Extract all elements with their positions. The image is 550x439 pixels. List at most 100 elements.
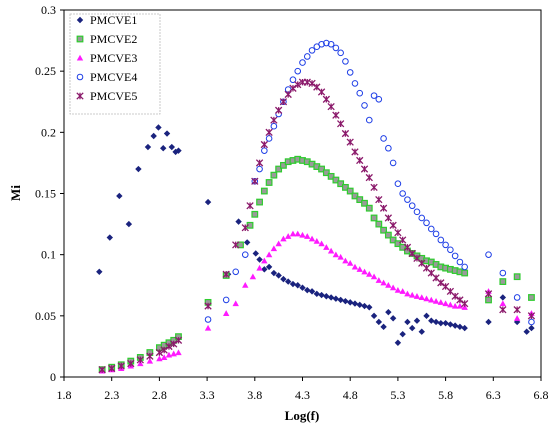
x-tick-label: 3.8: [247, 388, 262, 402]
y-tick-label: 0.25: [35, 64, 56, 78]
data-point: [351, 263, 359, 270]
data-point: [337, 120, 345, 128]
y-tick-label: 0.3: [41, 3, 56, 17]
data-point: [461, 324, 468, 332]
data-point: [394, 286, 402, 293]
data-point: [432, 297, 440, 304]
data-point: [299, 59, 306, 66]
x-tick-label: 1.8: [57, 388, 72, 402]
y-tick-label: 0.1: [41, 248, 56, 262]
data-point: [160, 145, 167, 152]
data-point: [294, 230, 301, 237]
data-point: [499, 294, 507, 301]
data-point: [461, 269, 469, 277]
x-tick-label: 5.8: [438, 388, 453, 402]
data-point: [404, 290, 411, 297]
data-point: [423, 312, 430, 320]
data-point: [261, 266, 268, 273]
y-axis-label: Mi: [8, 185, 23, 201]
data-point: [389, 236, 397, 244]
data-point: [323, 244, 330, 250]
data-point: [389, 221, 397, 229]
data-point: [332, 111, 340, 119]
data-point: [275, 240, 282, 247]
x-axis-ticks: 1.8 2.3 2.8 3.3 3.8 4.3 4.8 5.3 5.8 6.3 6.8: [57, 377, 549, 402]
data-point: [175, 147, 182, 154]
legend-marker: [76, 54, 84, 61]
data-point: [156, 355, 163, 362]
data-point: [299, 284, 306, 291]
data-point: [432, 230, 440, 238]
data-point: [127, 359, 135, 368]
data-point: [294, 67, 302, 75]
data-point: [317, 88, 326, 96]
data-point: [427, 225, 435, 233]
data-point: [403, 243, 412, 251]
x-tick-label: 2.3: [104, 388, 119, 402]
data-point: [528, 294, 535, 301]
data-point: [385, 144, 392, 152]
data-point: [366, 271, 373, 277]
data-point: [356, 266, 363, 272]
data-point: [499, 306, 507, 314]
data-point: [399, 330, 406, 338]
data-point: [332, 251, 340, 258]
data-point: [499, 269, 507, 277]
x-tick-label: 2.8: [152, 388, 167, 402]
data-point: [442, 319, 449, 327]
data-point: [394, 228, 402, 237]
data-point: [384, 231, 392, 239]
data-point: [256, 264, 263, 271]
data-point: [356, 89, 364, 97]
data-point: [260, 140, 268, 149]
y-tick-label: 0: [50, 370, 56, 384]
data-point: [170, 350, 177, 357]
data-point: [442, 300, 449, 307]
data-point: [351, 80, 359, 87]
data-point: [318, 291, 325, 299]
data-point: [389, 284, 397, 291]
x-tick-label: 6.3: [486, 388, 501, 402]
data-point: [356, 156, 364, 165]
data-point: [442, 241, 449, 249]
data-point: [447, 246, 454, 254]
data-point: [289, 230, 297, 237]
data-point: [318, 40, 325, 48]
data-point: [409, 291, 416, 298]
data-point: [437, 319, 445, 327]
data-point: [527, 312, 536, 320]
legend: PMCVE1 PMCVE2 PMCVE3 PMCVE4 PMCVE5: [69, 13, 161, 115]
data-point: [418, 214, 426, 222]
data-point: [108, 364, 116, 373]
data-point: [165, 351, 173, 358]
data-point: [528, 324, 535, 332]
data-point: [332, 295, 340, 302]
data-point: [437, 299, 445, 305]
data-point: [160, 346, 168, 354]
data-point: [144, 143, 152, 151]
series-pmcve1: [96, 124, 535, 346]
data-point: [385, 308, 392, 316]
data-point: [146, 352, 154, 360]
data-point: [237, 241, 244, 249]
data-point: [342, 183, 349, 191]
data-point: [137, 360, 144, 367]
data-point: [260, 187, 268, 195]
data-point: [347, 299, 354, 306]
data-point: [451, 292, 459, 300]
data-point: [232, 300, 239, 307]
data-point: [313, 290, 321, 298]
data-point: [394, 339, 402, 346]
data-point: [389, 315, 397, 322]
data-point: [370, 273, 378, 280]
data-point: [361, 268, 368, 275]
legend-label: PMCVE1: [90, 13, 137, 27]
data-point: [299, 231, 306, 238]
data-point: [327, 40, 335, 48]
data-point: [308, 47, 316, 54]
x-tick-label: 5.3: [390, 388, 405, 402]
data-point: [289, 84, 297, 92]
data-point: [365, 204, 373, 212]
data-point: [370, 183, 378, 192]
